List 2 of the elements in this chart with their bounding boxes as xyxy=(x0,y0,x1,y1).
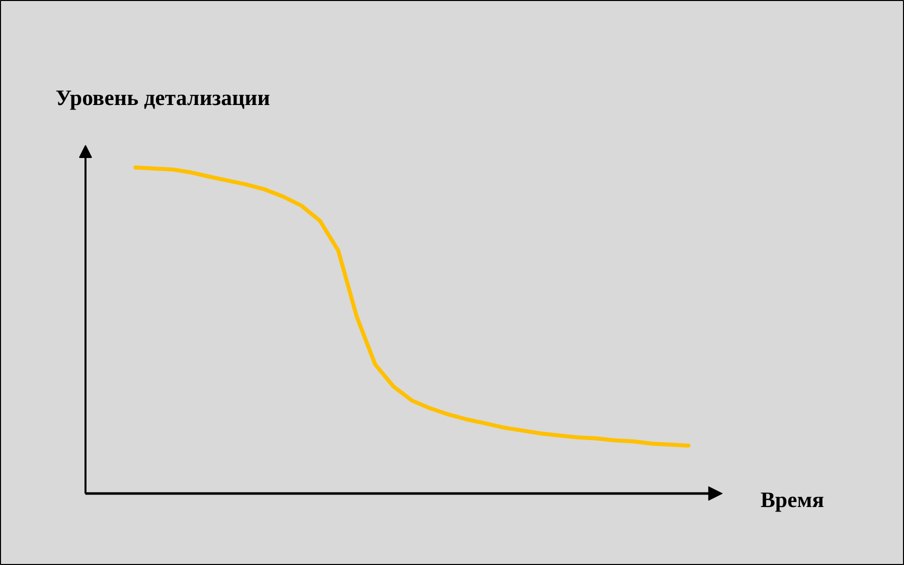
x-axis-title: Время xyxy=(760,487,824,512)
y-axis-title: Уровень детализации xyxy=(56,85,270,110)
